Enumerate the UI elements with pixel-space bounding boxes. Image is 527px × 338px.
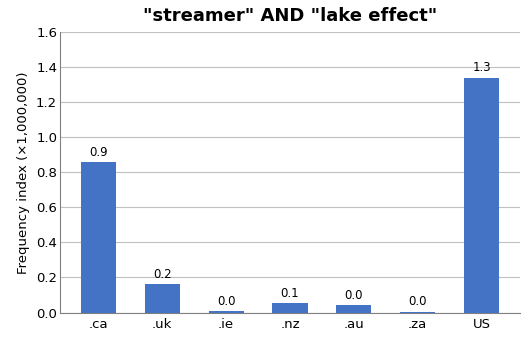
Text: 0.0: 0.0 bbox=[408, 295, 427, 309]
Text: 1.3: 1.3 bbox=[472, 62, 491, 74]
Text: 0.0: 0.0 bbox=[345, 289, 363, 302]
Bar bbox=[464, 78, 499, 313]
Text: 0.1: 0.1 bbox=[281, 287, 299, 300]
Bar bbox=[336, 306, 372, 313]
Y-axis label: Frequency index (×1,000,000): Frequency index (×1,000,000) bbox=[17, 71, 31, 273]
Title: "streamer" AND "lake effect": "streamer" AND "lake effect" bbox=[143, 7, 437, 25]
Bar bbox=[145, 285, 180, 313]
Text: 0.0: 0.0 bbox=[217, 295, 236, 308]
Bar bbox=[81, 162, 116, 313]
Bar bbox=[272, 303, 308, 313]
Text: 0.9: 0.9 bbox=[89, 146, 108, 159]
Bar bbox=[400, 312, 435, 313]
Bar bbox=[209, 311, 243, 313]
Text: 0.2: 0.2 bbox=[153, 268, 172, 281]
